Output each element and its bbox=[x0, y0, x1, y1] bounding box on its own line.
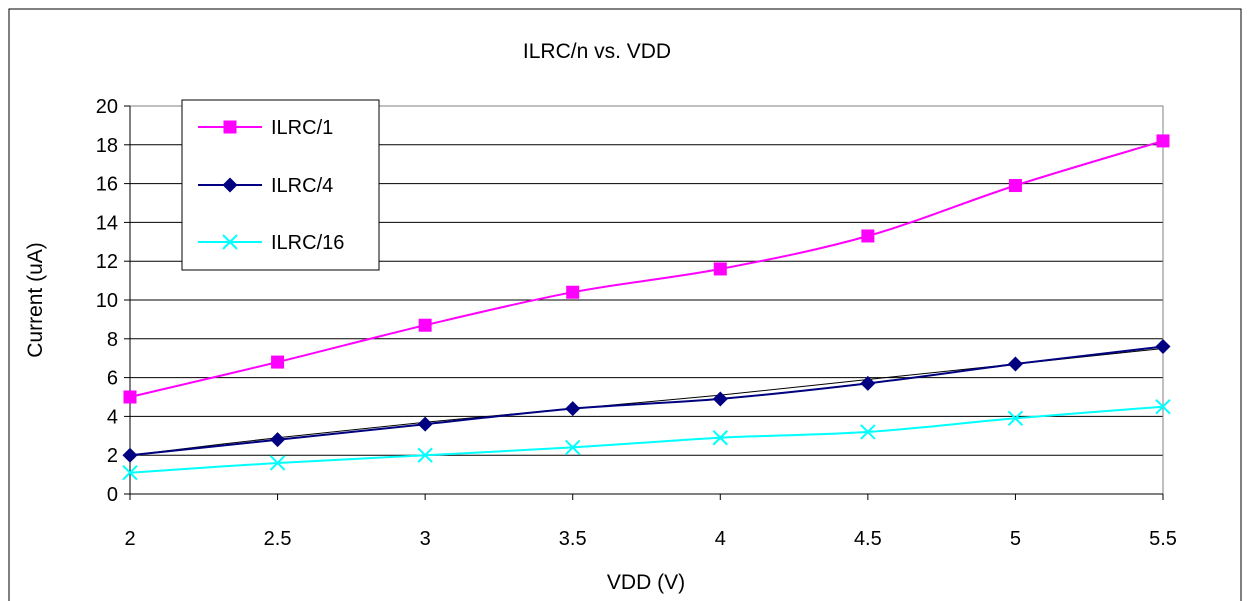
chart-title: ILRC/n vs. VDD bbox=[523, 40, 671, 63]
legend-marker bbox=[222, 177, 238, 193]
data-point bbox=[1155, 398, 1171, 415]
x-ticks: 2 2.5 3 3.5 4 4.5 5 5.5 bbox=[124, 494, 1177, 550]
x-tick-label: 2 bbox=[124, 528, 135, 550]
y-tick-label: 20 bbox=[96, 96, 118, 118]
x-tick-label: 2.5 bbox=[264, 528, 292, 550]
y-tick-label: 14 bbox=[96, 212, 118, 234]
data-point bbox=[1007, 410, 1024, 427]
series-2 bbox=[122, 339, 1171, 463]
data-point bbox=[1156, 134, 1170, 148]
y-tick-label: 18 bbox=[96, 135, 118, 157]
legend-marker bbox=[222, 234, 238, 250]
legend-item: ILRC/16 bbox=[198, 232, 344, 254]
data-point bbox=[566, 285, 580, 299]
data-point bbox=[418, 318, 432, 332]
y-tick-label: 4 bbox=[107, 406, 118, 428]
data-point bbox=[417, 447, 433, 463]
data-point bbox=[565, 439, 581, 456]
legend-item: ILRC/4 bbox=[198, 175, 333, 197]
legend-item: ILRC/1 bbox=[198, 117, 333, 139]
x-tick-label: 3.5 bbox=[559, 528, 587, 550]
y-tick-label: 8 bbox=[107, 329, 118, 351]
y-tick-label: 6 bbox=[107, 368, 118, 390]
series-line bbox=[129, 139, 1164, 398]
y-tick-label: 0 bbox=[107, 484, 118, 506]
y-tick-label: 2 bbox=[107, 445, 118, 467]
data-point bbox=[1008, 179, 1022, 193]
legend: ILRC/1 ILRC/4 ILRC/16 bbox=[181, 99, 380, 271]
legend-label: ILRC/4 bbox=[271, 175, 333, 197]
data-point bbox=[861, 229, 875, 243]
y-tick-label: 12 bbox=[96, 251, 118, 273]
data-point bbox=[271, 355, 285, 369]
data-point bbox=[1007, 356, 1023, 372]
legend-label: ILRC/16 bbox=[271, 232, 344, 254]
legend-marker bbox=[223, 120, 237, 134]
data-point bbox=[122, 464, 138, 481]
y-tick-label: 10 bbox=[96, 290, 118, 312]
data-point bbox=[123, 390, 137, 404]
x-tick-label: 5 bbox=[1010, 528, 1021, 550]
x-tick-label: 4 bbox=[715, 528, 726, 550]
data-point bbox=[712, 391, 728, 407]
y-ticks: 0 2 4 6 8 10 12 14 16 18 20 bbox=[96, 96, 130, 506]
data-point bbox=[565, 401, 581, 417]
series-layer bbox=[122, 134, 1171, 481]
y-tick-label: 16 bbox=[96, 174, 118, 196]
x-axis-label: VDD (V) bbox=[607, 571, 685, 594]
data-point bbox=[712, 430, 728, 446]
data-point bbox=[270, 432, 286, 448]
legend-label: ILRC/1 bbox=[271, 117, 333, 139]
data-point bbox=[860, 375, 876, 391]
x-tick-label: 4.5 bbox=[854, 528, 882, 550]
data-point bbox=[122, 447, 138, 463]
series-line bbox=[129, 405, 1164, 474]
data-point bbox=[713, 262, 727, 276]
chart-frame bbox=[8, 8, 1242, 601]
x-tick-label: 3 bbox=[420, 528, 431, 550]
data-point bbox=[269, 455, 286, 471]
series-1 bbox=[123, 134, 1170, 404]
data-point bbox=[1155, 339, 1171, 355]
x-tick-label: 5.5 bbox=[1149, 528, 1177, 550]
series-line bbox=[129, 345, 1164, 457]
data-point bbox=[417, 416, 433, 432]
y-axis-label: Current (uA) bbox=[24, 242, 47, 358]
series-3 bbox=[122, 398, 1171, 481]
data-point bbox=[860, 424, 876, 440]
